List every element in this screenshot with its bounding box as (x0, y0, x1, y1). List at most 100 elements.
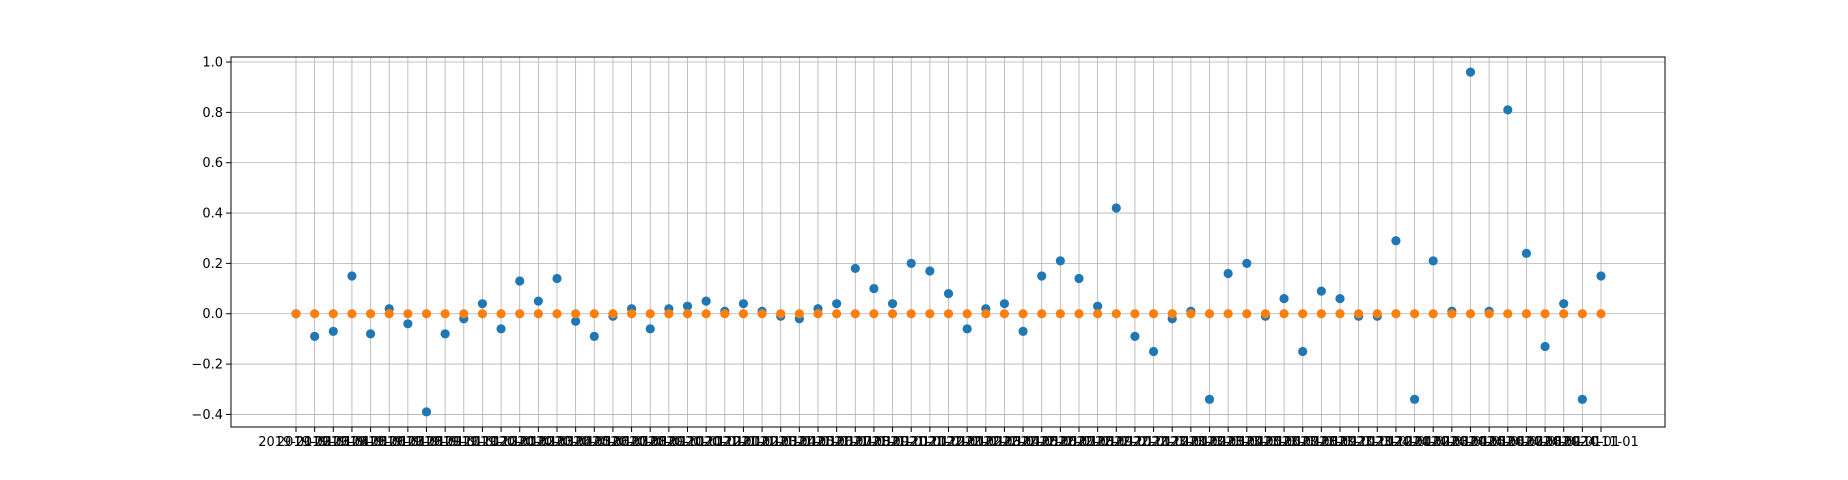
data-point (1409, 394, 1420, 404)
data-point (738, 309, 749, 319)
data-point (832, 299, 842, 309)
x-tick-label: 2023-01-01 (1153, 435, 1229, 450)
data-point (701, 309, 711, 319)
data-series (291, 67, 1606, 417)
data-point (925, 309, 935, 319)
data-point (1577, 394, 1587, 404)
data-point (1503, 309, 1513, 319)
x-tick-label: 2020-05-01 (557, 435, 633, 450)
x-tick-label: 2022-11-01 (1116, 435, 1192, 450)
data-point (869, 283, 879, 294)
x-tick-label: 2020-09-01 (631, 435, 707, 450)
data-point (1167, 309, 1177, 319)
x-tick-label: 2021-09-01 (855, 435, 931, 450)
x-tick-label: 2022-02-01 (948, 435, 1024, 450)
y-tick-label: 0.4 (202, 207, 223, 222)
x-tick-label: 2019-05-01 (333, 435, 409, 450)
x-tick-label: 2020-04-01 (538, 435, 614, 450)
data-point (906, 258, 916, 268)
x-tick-label: 2023-12-01 (1358, 435, 1434, 450)
x-tick-label: 2023-11-01 (1340, 435, 1416, 450)
data-point (1596, 309, 1606, 319)
grid-lines (231, 57, 1665, 427)
data-point (1242, 258, 1252, 268)
data-point (1130, 309, 1140, 319)
x-tick-label: 2022-09-01 (1079, 435, 1155, 450)
y-tick-label: −0.4 (191, 408, 223, 423)
x-tick-label: 2023-09-01 (1302, 435, 1378, 450)
x-tick-label: 2023-02-01 (1172, 435, 1248, 450)
data-point (794, 309, 804, 319)
data-point (682, 309, 693, 319)
x-tick-label: 2021-03-01 (743, 435, 819, 450)
x-tick-label: 2019-03-01 (296, 435, 372, 450)
data-point (1279, 309, 1289, 319)
data-point (1093, 301, 1103, 311)
data-point (440, 309, 450, 319)
x-tick-label: 2023-10-01 (1321, 435, 1397, 450)
data-point (943, 309, 954, 319)
x-tick-label: 2019-04-01 (314, 435, 390, 450)
data-point (887, 309, 898, 319)
x-tick-label: 2021-06-01 (799, 435, 875, 450)
x-axis-ticks: 2019-01-012019-02-012019-03-012019-04-01… (258, 427, 1639, 450)
x-tick-label: 2021-07-01 (818, 435, 894, 450)
data-point (1204, 309, 1215, 319)
x-tick-label: 2024-08-01 (1507, 435, 1583, 450)
data-point (477, 299, 488, 309)
data-point (1409, 309, 1420, 319)
data-point (515, 309, 525, 319)
data-point (403, 309, 413, 319)
x-tick-label: 2024-07-01 (1489, 435, 1565, 450)
x-tick-label: 2020-11-01 (668, 435, 744, 450)
x-tick-label: 2023-05-01 (1228, 435, 1304, 450)
x-tick-label: 2023-06-01 (1246, 435, 1322, 450)
data-point (1521, 309, 1532, 319)
data-point (1559, 299, 1569, 309)
x-tick-label: 2020-03-01 (519, 435, 595, 450)
x-tick-label: 2020-02-01 (501, 435, 577, 450)
data-point (1111, 309, 1121, 319)
data-point (1279, 294, 1289, 304)
data-point (1428, 256, 1438, 266)
data-point (999, 299, 1010, 309)
data-point (738, 299, 749, 309)
data-point (981, 309, 991, 319)
data-point (962, 324, 972, 334)
data-point (1074, 309, 1084, 319)
data-point (1204, 394, 1215, 404)
data-point (1260, 309, 1271, 319)
x-tick-label: 2021-12-01 (911, 435, 987, 450)
data-point (1465, 67, 1476, 77)
data-point (645, 309, 655, 319)
data-point (1484, 309, 1494, 319)
x-tick-label: 2024-04-01 (1433, 435, 1509, 450)
data-point (571, 309, 581, 319)
data-point (1335, 309, 1345, 319)
y-tick-label: 0.0 (202, 307, 223, 322)
x-tick-label: 2021-08-01 (836, 435, 912, 450)
data-point (384, 309, 394, 319)
x-tick-label: 2021-01-01 (706, 435, 782, 450)
data-point (440, 329, 450, 339)
x-tick-label: 2024-02-01 (1395, 435, 1471, 450)
data-point (1465, 309, 1476, 319)
x-tick-label: 2021-02-01 (724, 435, 800, 450)
x-tick-label: 2024-01-01 (1377, 435, 1453, 450)
y-tick-label: −0.2 (191, 358, 223, 373)
x-tick-label: 2023-03-01 (1190, 435, 1266, 450)
data-point (533, 296, 543, 306)
y-axis-ticks: −0.4 −0.2 0.0 0.2 0.4 0.6 0.8 1.0 (191, 56, 231, 423)
x-tick-label: 2022-03-01 (967, 435, 1043, 450)
data-point (776, 309, 786, 319)
x-tick-label: 2024-05-01 (1451, 435, 1527, 450)
x-tick-label: 2022-10-01 (1097, 435, 1173, 450)
data-point (1316, 286, 1326, 296)
data-point (310, 309, 320, 319)
x-tick-label: 2022-07-01 (1041, 435, 1117, 450)
data-point (1316, 309, 1326, 319)
data-point (943, 288, 954, 299)
data-point (1223, 268, 1233, 279)
data-point (589, 309, 599, 319)
data-point (1093, 309, 1103, 319)
